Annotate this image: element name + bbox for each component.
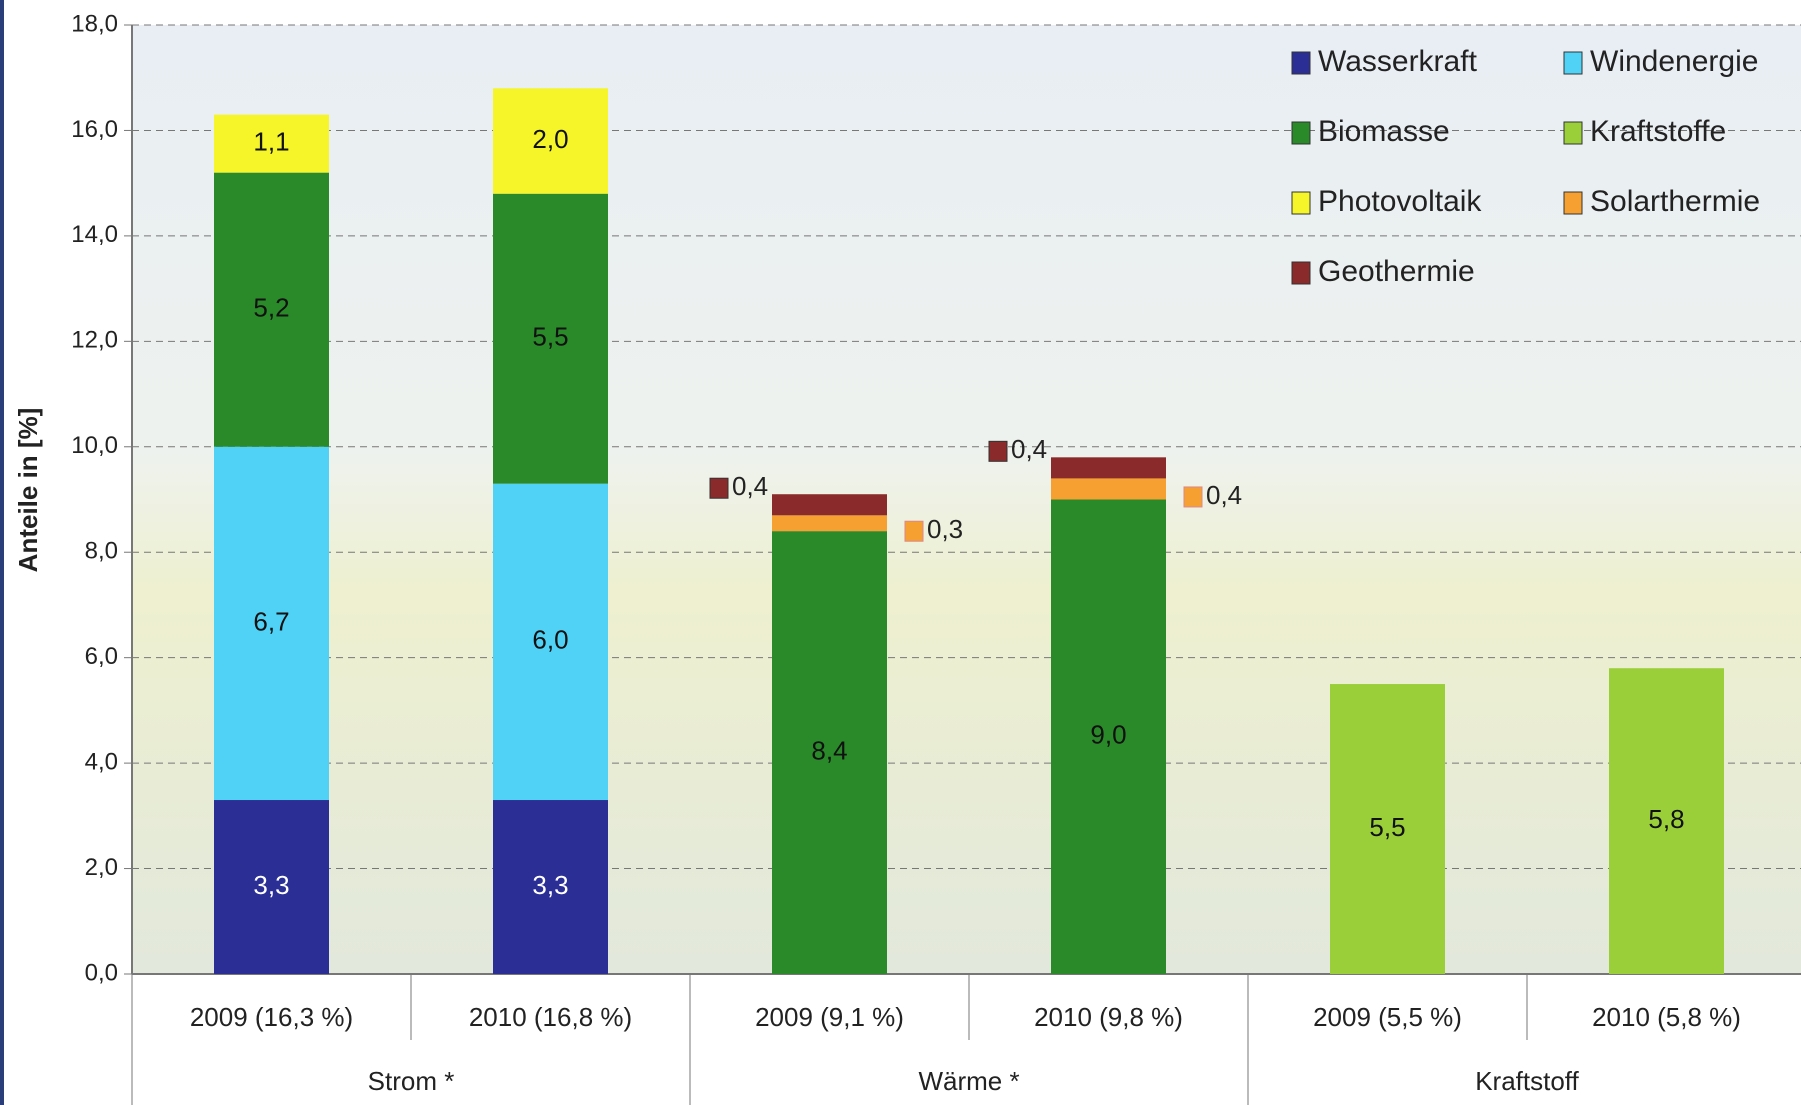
- value-label: 5,8: [1648, 804, 1684, 834]
- edge-strip: [0, 0, 4, 1105]
- value-label: 1,1: [253, 127, 289, 157]
- legend-swatch: [1564, 122, 1582, 144]
- value-label: 3,3: [253, 870, 289, 900]
- value-label: 0,3: [927, 514, 963, 544]
- label-marker: [989, 441, 1007, 461]
- y-tick-label: 18,0: [71, 10, 118, 37]
- x-tick-label: 2010 (5,8 %): [1592, 1002, 1741, 1032]
- legend-swatch: [1292, 52, 1310, 74]
- x-tick-label: 2009 (9,1 %): [755, 1002, 904, 1032]
- value-label: 0,4: [1206, 480, 1242, 510]
- x-tick-label: 2009 (16,3 %): [190, 1002, 353, 1032]
- legend-label: Biomasse: [1318, 115, 1450, 148]
- y-tick-label: 12,0: [71, 327, 118, 354]
- value-label: 0,4: [732, 471, 768, 501]
- legend-swatch: [1564, 52, 1582, 74]
- legend-swatch: [1292, 262, 1310, 284]
- legend-label: Geothermie: [1318, 255, 1475, 288]
- y-tick-label: 10,0: [71, 432, 118, 459]
- y-tick-label: 2,0: [85, 854, 118, 881]
- plot-background: [132, 25, 1801, 974]
- value-label: 2,0: [532, 124, 568, 154]
- bar-segment: [772, 515, 887, 531]
- value-label: 5,5: [532, 322, 568, 352]
- y-axis-label: Anteile in [%]: [13, 408, 43, 573]
- group-label: Kraftstoff: [1475, 1066, 1579, 1096]
- y-tick-label: 8,0: [85, 538, 118, 565]
- value-label: 5,2: [253, 293, 289, 323]
- legend-swatch: [1564, 192, 1582, 214]
- legend-label: Photovoltaik: [1318, 185, 1482, 218]
- label-marker: [905, 521, 923, 541]
- y-tick-label: 4,0: [85, 748, 118, 775]
- value-label: 6,0: [532, 625, 568, 655]
- legend-label: Kraftstoffe: [1590, 115, 1726, 148]
- chart: Anteile in [%] 0,0 2,0 4,0 6,0 8,0 10,0 12,0 14…: [0, 0, 1801, 1105]
- label-marker: [710, 478, 728, 498]
- group-label: Wärme *: [918, 1066, 1019, 1096]
- label-marker: [1184, 487, 1202, 507]
- value-label: 6,7: [253, 606, 289, 636]
- bar-segment: [1051, 478, 1166, 499]
- x-tick-label: 2010 (16,8 %): [469, 1002, 632, 1032]
- y-tick-label: 6,0: [85, 643, 118, 670]
- bar-segment: [772, 494, 887, 515]
- legend-label: Windenergie: [1590, 45, 1758, 78]
- legend-label: Solarthermie: [1590, 185, 1760, 218]
- legend-swatch: [1292, 192, 1310, 214]
- value-label: 5,5: [1369, 812, 1405, 842]
- value-label: 3,3: [532, 870, 568, 900]
- x-tick-label: 2009 (5,5 %): [1313, 1002, 1462, 1032]
- legend-swatch: [1292, 122, 1310, 144]
- value-label: 0,4: [1011, 434, 1047, 464]
- y-tick-label: 0,0: [85, 959, 118, 986]
- value-label: 9,0: [1090, 720, 1126, 750]
- x-tick-label: 2010 (9,8 %): [1034, 1002, 1183, 1032]
- y-tick-label: 16,0: [71, 116, 118, 143]
- bar-segment: [1051, 457, 1166, 478]
- group-label: Strom *: [368, 1066, 455, 1096]
- value-label: 8,4: [811, 735, 847, 765]
- y-tick-label: 14,0: [71, 221, 118, 248]
- legend-label: Wasserkraft: [1318, 45, 1478, 78]
